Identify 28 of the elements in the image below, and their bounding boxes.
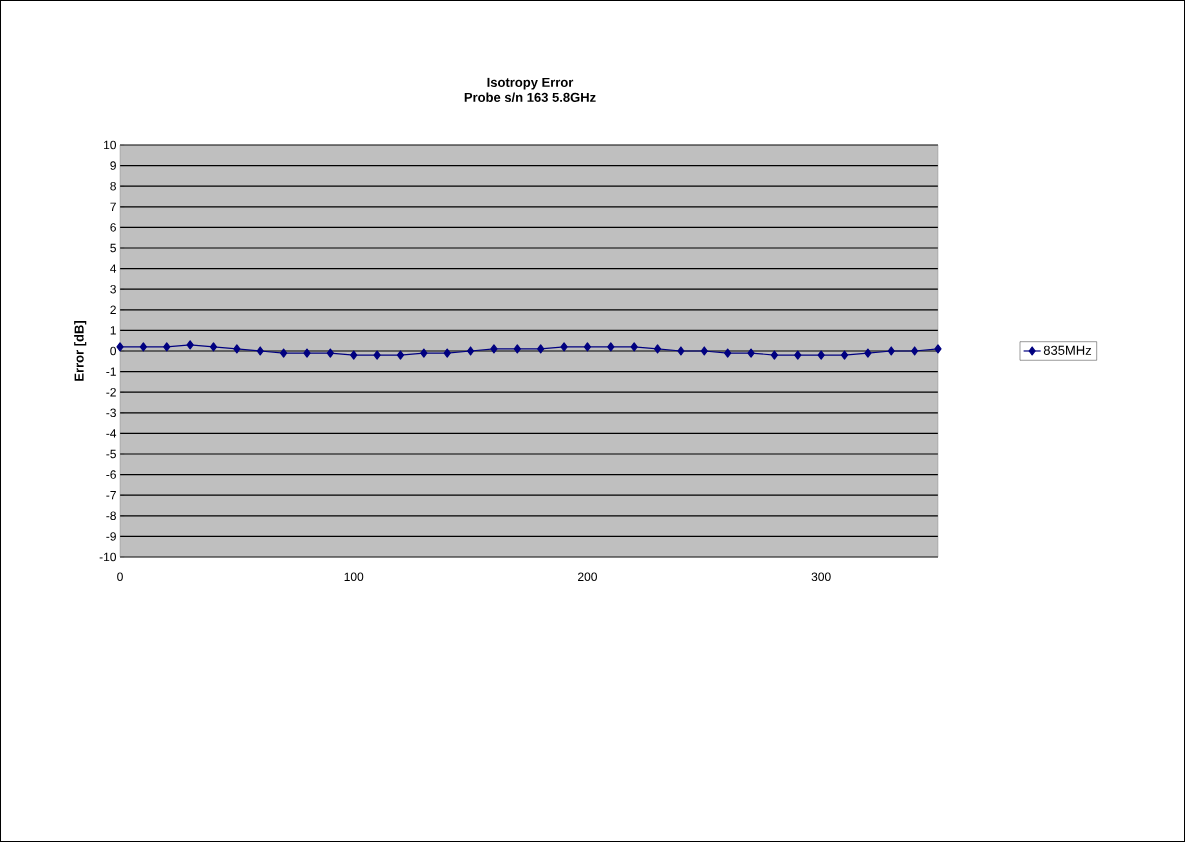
y-tick-label: -4: [106, 429, 117, 438]
y-tick-label: -9: [106, 532, 116, 541]
y-tick-label: -7: [106, 491, 116, 500]
y-tick-label: 2: [110, 305, 116, 314]
y-axis-title: Error [dB]: [74, 321, 87, 381]
y-tick-label: 9: [110, 161, 116, 170]
y-tick-label: -6: [106, 470, 116, 479]
x-tick-label: 200: [578, 572, 597, 582]
y-tick-label: 8: [110, 181, 116, 191]
y-tick-label: -5: [106, 449, 116, 459]
y-tick-label: -10: [99, 552, 117, 562]
y-tick-label: 6: [110, 223, 116, 232]
y-tick-label: 7: [110, 202, 116, 211]
x-tick-label: 100: [344, 572, 364, 582]
y-tick-label: 1: [110, 326, 116, 335]
y-tick-label: 0: [110, 346, 117, 356]
x-tick-label: 300: [811, 572, 831, 582]
y-tick-label: -2: [106, 388, 116, 397]
y-tick-label: 3: [110, 284, 116, 294]
y-tick-label: -3: [106, 408, 116, 418]
chart-title: Isotropy Error: [487, 77, 574, 90]
y-tick-label: -8: [106, 511, 116, 521]
y-tick-label: 10: [104, 140, 117, 150]
y-tick-label: -1: [106, 367, 116, 376]
legend-label: 835MHz: [1043, 345, 1092, 355]
chart-subtitle: Probe s/n 163 5.8GHz: [464, 92, 596, 103]
y-tick-label: 4: [110, 264, 117, 273]
y-tick-label: 5: [110, 243, 116, 253]
